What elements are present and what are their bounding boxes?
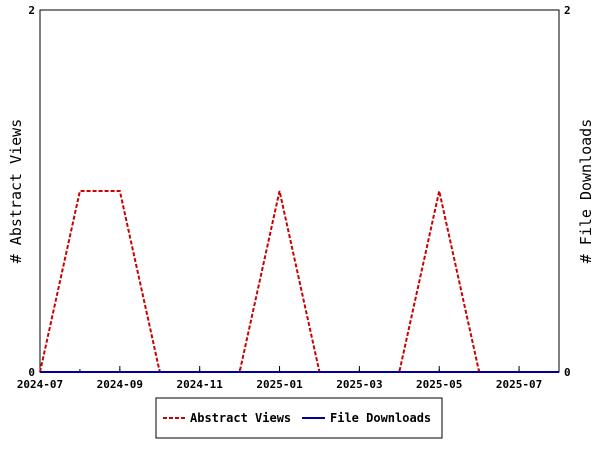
- plot-area: [39, 9, 560, 373]
- x-tick-label: 2024-09: [97, 378, 143, 391]
- x-tick-label: 2025-03: [336, 378, 382, 391]
- y-right-tick-bottom: 0: [564, 366, 571, 379]
- legend-label-file-downloads: File Downloads: [330, 411, 431, 425]
- x-tick-label: 2025-07: [496, 378, 542, 391]
- y-left-axis-title: # Abstract Views: [7, 119, 25, 264]
- x-tick-label: 2025-05: [416, 378, 462, 391]
- legend: Abstract Views File Downloads: [155, 397, 443, 439]
- x-tick-label: 2024-11: [177, 378, 224, 391]
- legend-label-abstract-views: Abstract Views: [190, 411, 291, 425]
- series-group: [39, 190, 559, 373]
- series-line-abstract-views: [39, 190, 559, 373]
- y-left-tick-top: 2: [28, 4, 35, 17]
- x-tick-label: 2025-01: [256, 378, 303, 391]
- tick-group: 2024-07 2024-09 2024-11 2025-01 2025-03 2025-…: [17, 366, 560, 391]
- x-tick-label: 2024-07: [17, 378, 63, 391]
- y-right-tick-top: 2: [564, 4, 571, 17]
- y-right-axis-title: # File Downloads: [577, 119, 595, 264]
- y-left-tick-bottom: 0: [28, 366, 35, 379]
- legend-box: [155, 397, 443, 439]
